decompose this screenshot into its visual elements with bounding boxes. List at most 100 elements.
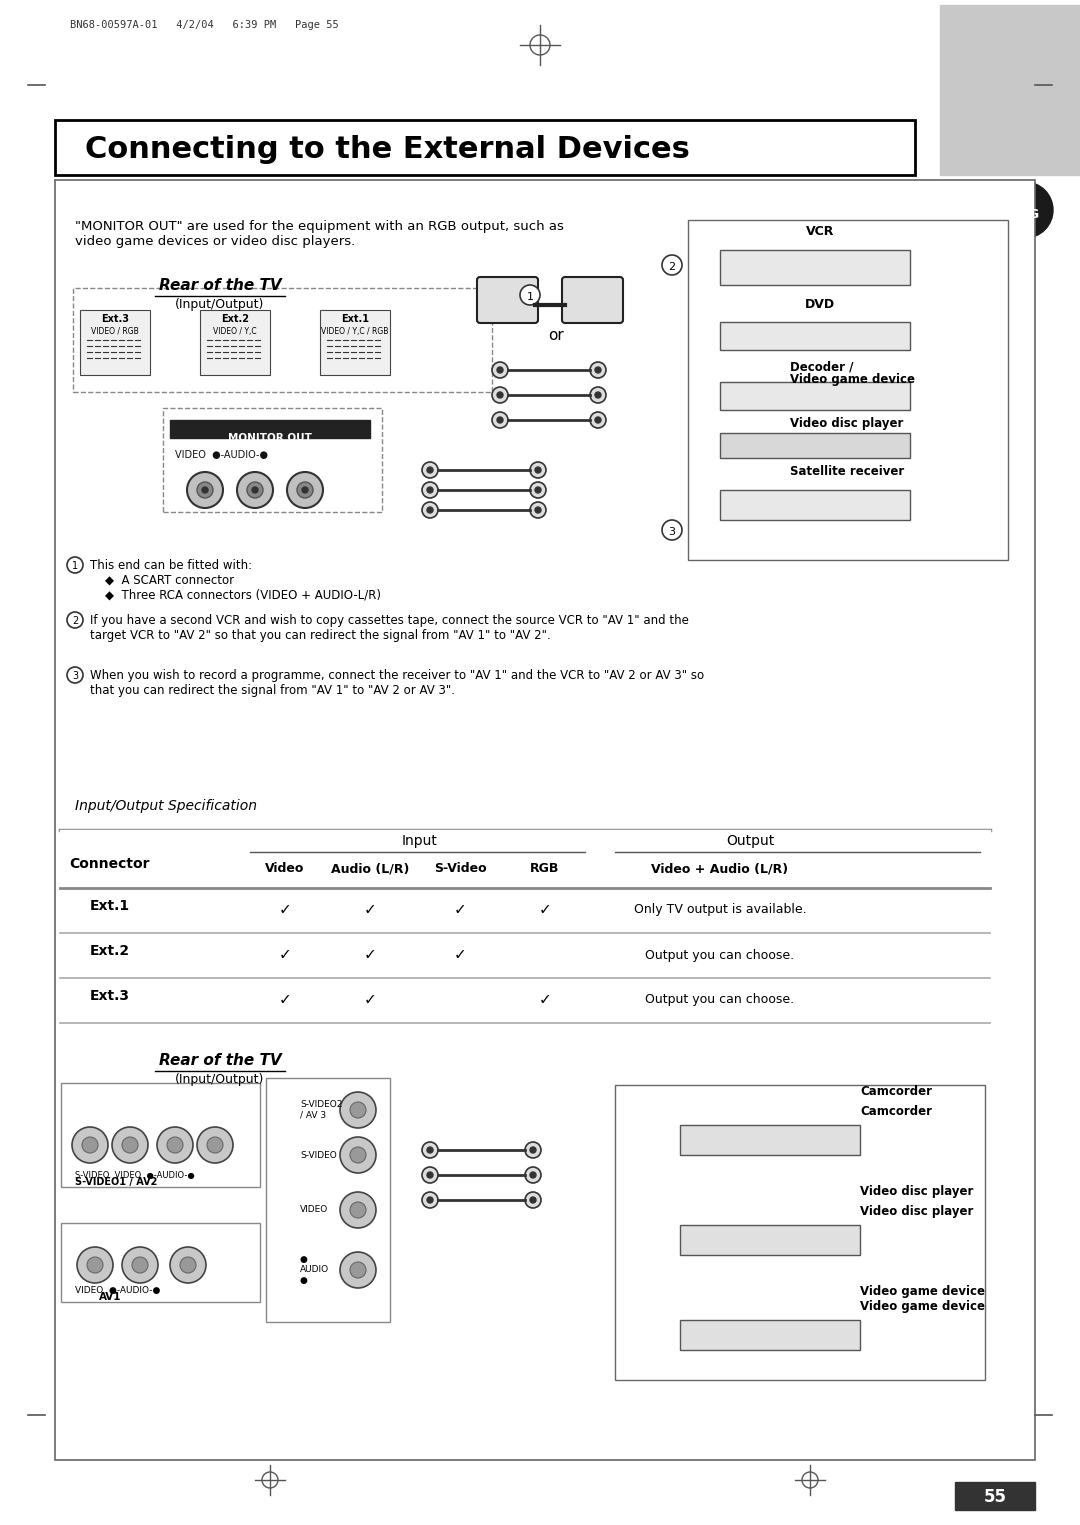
Bar (80, 310, 150, 375)
Text: Output: Output (726, 834, 774, 848)
Circle shape (207, 1138, 222, 1153)
Text: S-VIDEO: S-VIDEO (300, 1150, 337, 1159)
Text: ✓: ✓ (364, 903, 376, 918)
Bar (200, 310, 270, 375)
Circle shape (535, 486, 541, 493)
Circle shape (497, 392, 503, 398)
Bar (320, 310, 390, 375)
Circle shape (497, 416, 503, 422)
Circle shape (492, 387, 508, 403)
Circle shape (662, 255, 681, 274)
Text: Ext.2: Ext.2 (90, 944, 130, 958)
Text: Audio (L/R): Audio (L/R) (330, 862, 409, 875)
Circle shape (67, 612, 83, 628)
Circle shape (422, 462, 438, 477)
Circle shape (595, 392, 600, 398)
Text: Connecting to the External Devices: Connecting to the External Devices (85, 136, 690, 165)
Text: DVD: DVD (805, 297, 835, 311)
Circle shape (422, 1142, 438, 1157)
Bar (680, 1125, 860, 1154)
Circle shape (590, 412, 606, 429)
Text: VIDEO  ●-AUDIO-●: VIDEO ●-AUDIO-● (75, 1286, 160, 1295)
Circle shape (67, 557, 83, 573)
Text: When you wish to record a programme, connect the receiver to "AV 1" and the VCR : When you wish to record a programme, con… (90, 669, 704, 697)
Circle shape (535, 506, 541, 512)
Circle shape (297, 482, 313, 499)
Circle shape (525, 1142, 541, 1157)
Text: ✓: ✓ (279, 947, 292, 962)
Text: VIDEO / RGB: VIDEO / RGB (91, 326, 139, 336)
Text: Ext.2: Ext.2 (221, 314, 249, 323)
Bar (680, 1321, 860, 1350)
Circle shape (497, 368, 503, 374)
Circle shape (340, 1252, 376, 1289)
FancyBboxPatch shape (60, 1223, 260, 1302)
Text: Video: Video (266, 862, 305, 875)
Circle shape (427, 1147, 433, 1153)
Circle shape (997, 181, 1053, 238)
Text: Connector: Connector (70, 857, 150, 871)
Bar (720, 322, 910, 351)
Circle shape (112, 1127, 148, 1164)
Text: Rear of the TV: Rear of the TV (159, 1052, 281, 1068)
Text: Satellite receiver: Satellite receiver (789, 465, 904, 477)
Circle shape (350, 1263, 366, 1278)
Circle shape (77, 1247, 113, 1283)
Text: ✓: ✓ (279, 993, 292, 1008)
Bar (720, 381, 910, 410)
Text: Ext.3: Ext.3 (90, 990, 130, 1003)
Circle shape (247, 482, 264, 499)
Text: ●
AUDIO
●: ● AUDIO ● (300, 1255, 329, 1286)
Circle shape (350, 1103, 366, 1118)
Text: (Input/Output): (Input/Output) (175, 297, 265, 311)
Text: MONITOR OUT: MONITOR OUT (228, 433, 312, 442)
Text: AV1: AV1 (98, 1292, 121, 1302)
Circle shape (202, 486, 208, 493)
Circle shape (519, 285, 540, 305)
Circle shape (340, 1092, 376, 1128)
Circle shape (157, 1127, 193, 1164)
Text: Input: Input (402, 834, 437, 848)
Text: VCR: VCR (806, 226, 834, 238)
Text: ENG: ENG (1011, 209, 1040, 221)
Text: ✓: ✓ (279, 903, 292, 918)
Text: 3: 3 (669, 528, 675, 537)
Circle shape (197, 1127, 233, 1164)
FancyBboxPatch shape (477, 278, 538, 323)
Bar (615, 1084, 985, 1380)
Text: Ext.3: Ext.3 (102, 314, 129, 323)
Circle shape (252, 486, 258, 493)
Text: VIDEO / Y,C: VIDEO / Y,C (213, 326, 257, 336)
Text: 55: 55 (984, 1488, 1007, 1507)
Text: Video disc player: Video disc player (860, 1205, 973, 1218)
Circle shape (427, 486, 433, 493)
Bar (720, 433, 910, 458)
Circle shape (427, 467, 433, 473)
Text: ✓: ✓ (364, 947, 376, 962)
Bar (60, 830, 990, 884)
Circle shape (82, 1138, 98, 1153)
Circle shape (530, 1173, 536, 1177)
Text: RGB: RGB (530, 862, 559, 875)
Circle shape (530, 482, 546, 499)
Circle shape (132, 1257, 148, 1273)
Circle shape (530, 1147, 536, 1153)
Circle shape (87, 1257, 103, 1273)
Circle shape (67, 666, 83, 683)
Text: 3: 3 (72, 671, 78, 682)
Circle shape (662, 520, 681, 540)
FancyBboxPatch shape (60, 1083, 260, 1186)
Text: VIDEO / Y,C / RGB: VIDEO / Y,C / RGB (322, 326, 389, 336)
Circle shape (340, 1138, 376, 1173)
Circle shape (595, 416, 600, 422)
Text: BN68-00597A-01   4/2/04   6:39 PM   Page 55: BN68-00597A-01 4/2/04 6:39 PM Page 55 (70, 20, 339, 30)
Bar (940, 5, 1080, 175)
Text: S-VIDEO1 / AV2: S-VIDEO1 / AV2 (75, 1177, 158, 1186)
FancyBboxPatch shape (55, 180, 1035, 1459)
Text: Output you can choose.: Output you can choose. (646, 993, 795, 1007)
Circle shape (197, 482, 213, 499)
Text: Only TV output is available.: Only TV output is available. (634, 903, 807, 917)
Text: VIDEO: VIDEO (300, 1205, 328, 1214)
Text: (Input/Output): (Input/Output) (175, 1074, 265, 1086)
Circle shape (530, 502, 546, 518)
